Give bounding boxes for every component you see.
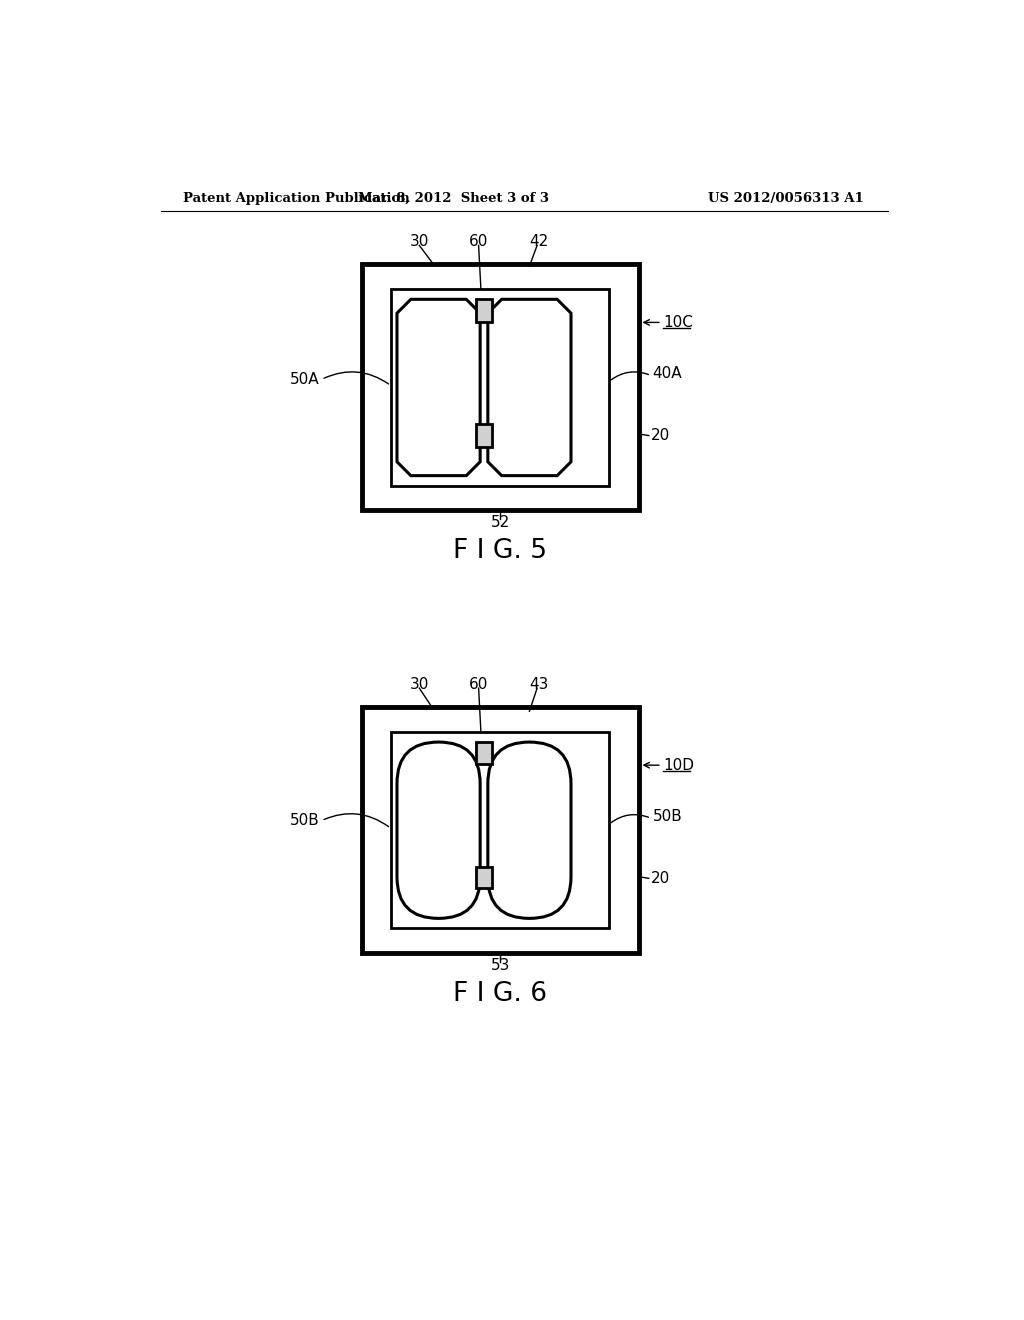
Bar xyxy=(475,424,493,447)
Text: 60: 60 xyxy=(469,677,488,692)
Text: 52: 52 xyxy=(490,515,510,531)
Text: 30: 30 xyxy=(410,677,429,692)
FancyBboxPatch shape xyxy=(397,742,480,919)
Bar xyxy=(475,867,493,888)
Text: 42: 42 xyxy=(529,234,548,249)
Text: Mar. 8, 2012  Sheet 3 of 3: Mar. 8, 2012 Sheet 3 of 3 xyxy=(358,191,550,205)
Bar xyxy=(475,742,493,763)
Text: 60: 60 xyxy=(469,234,488,249)
Text: F I G. 6: F I G. 6 xyxy=(454,981,547,1007)
Bar xyxy=(475,300,493,322)
Bar xyxy=(361,264,639,511)
Text: 43: 43 xyxy=(529,677,548,692)
Text: US 2012/0056313 A1: US 2012/0056313 A1 xyxy=(708,191,864,205)
Text: 50A: 50A xyxy=(290,372,319,387)
Text: 30: 30 xyxy=(410,234,429,249)
Polygon shape xyxy=(487,300,571,475)
Bar xyxy=(361,706,639,953)
Text: 50B: 50B xyxy=(290,813,319,828)
Polygon shape xyxy=(397,300,480,475)
Bar xyxy=(391,289,608,486)
Text: F I G. 5: F I G. 5 xyxy=(454,539,547,564)
Text: Patent Application Publication: Patent Application Publication xyxy=(183,191,410,205)
Text: 10D: 10D xyxy=(664,758,694,772)
FancyBboxPatch shape xyxy=(487,742,571,919)
Text: 53: 53 xyxy=(490,958,510,973)
Text: 50B: 50B xyxy=(652,809,682,824)
Bar xyxy=(391,733,608,928)
Text: 40A: 40A xyxy=(652,367,682,381)
Text: 10C: 10C xyxy=(664,315,693,330)
Text: 20: 20 xyxy=(651,871,671,886)
Text: 20: 20 xyxy=(651,428,671,444)
